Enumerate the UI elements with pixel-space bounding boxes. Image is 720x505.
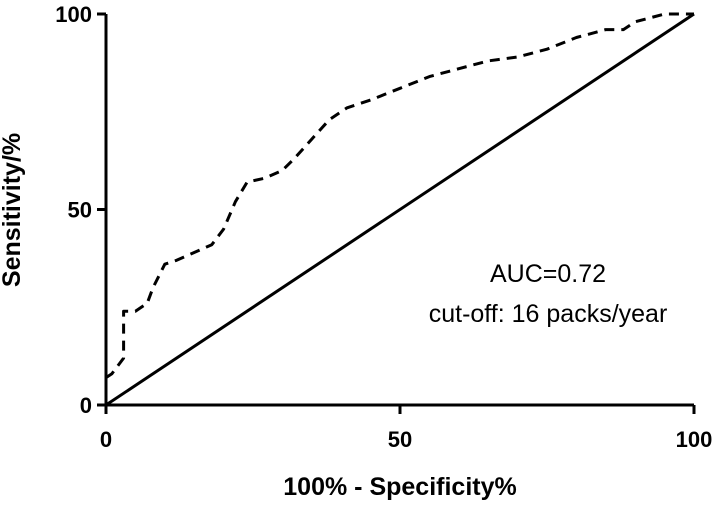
x-tick-label: 50 — [388, 427, 412, 452]
y-axis-ticks: 0 50 100 — [55, 2, 106, 418]
reference-diagonal-line — [105, 12, 695, 407]
x-tick-label: 100 — [676, 427, 713, 452]
y-tick-label: 0 — [80, 393, 92, 418]
x-axis-ticks: 0 50 100 — [100, 405, 712, 452]
y-tick-label: 50 — [68, 198, 92, 223]
y-tick-label: 100 — [55, 2, 92, 27]
roc-curve-line — [105, 12, 694, 379]
cutoff-annotation: cut-off: 16 packs/year — [429, 300, 668, 328]
auc-annotation: AUC=0.72 — [490, 260, 606, 288]
plot-area — [105, 12, 695, 407]
y-axis-title: Sensitivity/% — [0, 133, 26, 287]
x-tick-label: 0 — [100, 427, 112, 452]
x-axis-title: 100% - Specificity% — [283, 473, 516, 501]
